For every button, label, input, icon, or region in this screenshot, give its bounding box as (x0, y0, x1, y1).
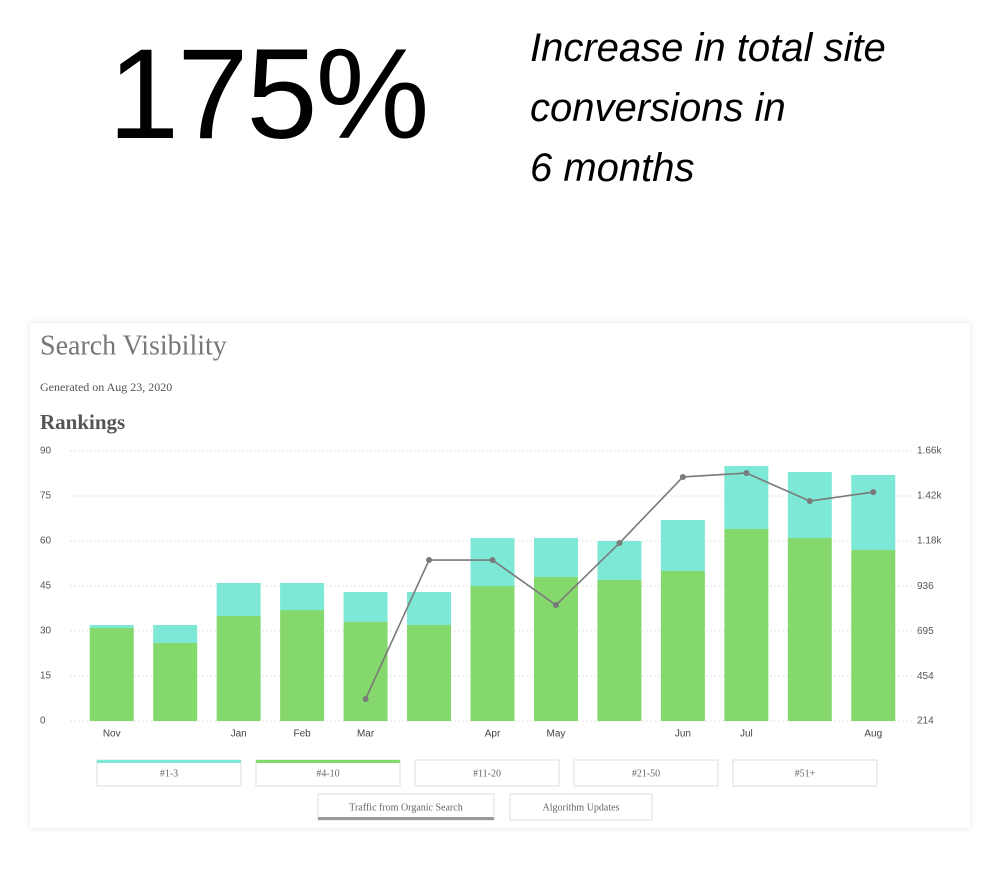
x-tick-label: Jul (740, 729, 753, 740)
y2-tick-label: 1.42k (917, 490, 942, 501)
y-tick-label: 75 (40, 491, 52, 502)
legend-button[interactable]: #4-10 (255, 759, 401, 787)
legend-label: #11-20 (473, 768, 501, 779)
caption: Increase in total site conversions in 6 … (530, 18, 886, 198)
chart: Search Visibility Generated on Aug 23, 2… (40, 330, 942, 821)
line-point (870, 489, 877, 496)
legend-box (317, 793, 495, 821)
bar-segment (343, 592, 388, 622)
x-tick-label: Aug (864, 729, 882, 740)
y-tick-label: 30 (40, 626, 52, 637)
line-point (362, 695, 369, 702)
bar-segment (216, 616, 261, 721)
bar-segment (153, 625, 198, 643)
line-point (552, 602, 559, 609)
line-point (489, 557, 496, 564)
chart-title: Rankings (40, 410, 125, 434)
bar-segment (851, 475, 896, 550)
y-tick-label: 0 (40, 716, 46, 727)
card: Search Visibility Generated on Aug 23, 2… (30, 323, 970, 828)
bar-segment (280, 610, 325, 721)
legend-label: #4-10 (316, 768, 339, 779)
legend-box (573, 759, 719, 787)
legend-button[interactable]: #21-50 (573, 759, 719, 787)
x-tick-label: Jan (231, 729, 247, 740)
bar-segment (597, 541, 642, 580)
bar-segment (216, 583, 261, 616)
legend-active (318, 817, 494, 820)
x-tick-label: Feb (293, 729, 311, 740)
y-tick-label: 90 (40, 446, 52, 457)
legend-label: Traffic from Organic Search (349, 802, 462, 813)
card-title: Search Visibility (40, 330, 227, 361)
bar-segment (787, 472, 832, 538)
legend-button[interactable]: #51+ (732, 759, 878, 787)
legend-label: #21-50 (632, 768, 660, 779)
y2-tick-label: 454 (917, 671, 934, 682)
legend-label: #51+ (795, 768, 816, 779)
bar-segment (153, 643, 198, 721)
line-point (679, 473, 686, 480)
x-tick-label: Jun (675, 729, 691, 740)
legend-swatch (97, 760, 241, 763)
line-point (616, 540, 623, 547)
y2-tick-label: 1.66k (917, 446, 942, 457)
legend-swatch (256, 760, 400, 763)
y2-tick-label: 695 (917, 626, 934, 637)
bar-segment (724, 466, 769, 529)
y-tick-label: 45 (40, 581, 52, 592)
legend-button[interactable]: Algorithm Updates (509, 793, 653, 821)
legend-box (414, 759, 560, 787)
x-tick-label: May (547, 729, 566, 740)
legend-box (96, 759, 242, 787)
legend-button[interactable]: #11-20 (414, 759, 560, 787)
bar-segment (724, 529, 769, 721)
legend-button[interactable]: #1-3 (96, 759, 242, 787)
bar-segment (787, 538, 832, 721)
legend-box (732, 759, 878, 787)
caption-line: 6 months (530, 146, 695, 190)
legend-label: #1-3 (160, 768, 178, 779)
bar-segment (597, 580, 642, 721)
bar-segment (407, 625, 452, 721)
bar-segment (343, 622, 388, 721)
line-point (426, 557, 433, 564)
x-tick-label: Nov (103, 729, 121, 740)
bar-segment (851, 550, 896, 721)
generated-date: Generated on Aug 23, 2020 (40, 380, 172, 394)
legend-box (255, 759, 401, 787)
caption-line: conversions in (530, 86, 786, 130)
bar-segment (533, 538, 578, 577)
caption-line: Increase in total site (530, 26, 886, 70)
legend-button[interactable]: Traffic from Organic Search (317, 793, 495, 821)
bar-segment (660, 571, 705, 721)
bar-segment (470, 586, 515, 721)
headline: 175% (108, 23, 429, 166)
bar-segment (89, 625, 134, 628)
x-tick-label: Apr (485, 729, 501, 740)
line-point (806, 498, 813, 505)
y2-tick-label: 214 (917, 716, 934, 727)
y2-tick-label: 936 (917, 581, 934, 592)
y-tick-label: 60 (40, 536, 52, 547)
y2-tick-label: 1.18k (917, 535, 942, 546)
bar-segment (533, 577, 578, 721)
y-tick-label: 15 (40, 671, 52, 682)
bar-segment (407, 592, 452, 625)
line-point (743, 470, 750, 477)
bar-segment (89, 628, 134, 721)
bar-segment (280, 583, 325, 610)
bar-segment (660, 520, 705, 571)
x-tick-label: Mar (357, 729, 375, 740)
legend-box (509, 793, 653, 821)
legend-label: Algorithm Updates (543, 802, 620, 813)
